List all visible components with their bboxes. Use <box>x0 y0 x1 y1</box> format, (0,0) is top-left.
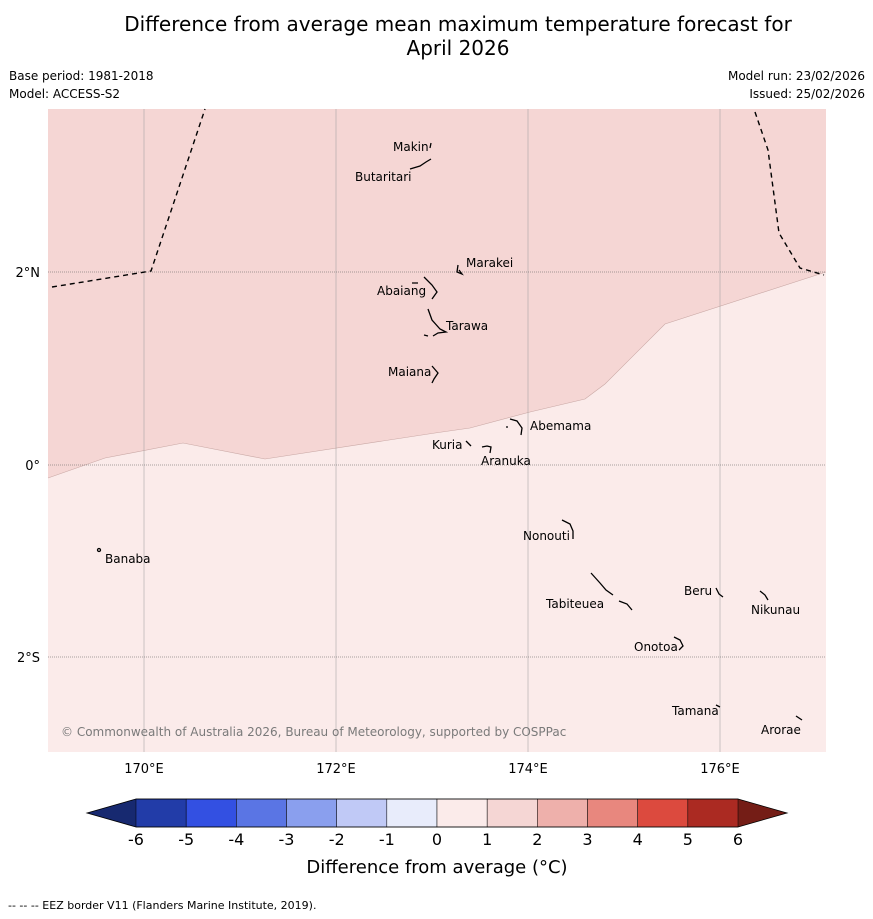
eez-border-east <box>754 111 825 276</box>
colorbar-tick-label: -5 <box>178 830 194 849</box>
lat-label-0: 0° <box>25 459 40 474</box>
place-label-nikunau: Nikunau <box>751 603 800 617</box>
island-makin-butaritari <box>409 142 432 170</box>
colorbar-segment <box>637 798 689 828</box>
chart-title: Difference from average mean maximum tem… <box>0 12 873 60</box>
colorbar-tick-label: 4 <box>633 830 643 849</box>
island-tabiteuea <box>590 572 633 611</box>
colorbar-tick-label: 6 <box>733 830 743 849</box>
lon-label-172e: 172°E <box>316 762 356 777</box>
island-abemama <box>506 418 523 436</box>
place-label-beru: Beru <box>684 584 712 598</box>
island-nikunau <box>759 590 769 601</box>
grid-lat <box>48 271 826 658</box>
colorbar-tick-label: -1 <box>379 830 395 849</box>
colorbar-tick-label: 1 <box>482 830 492 849</box>
zone-1-to-2 <box>48 109 826 478</box>
colorbar-segment <box>436 798 488 828</box>
colorbar-segment <box>587 798 638 828</box>
colorbar: -6 -5 -4 -3 -2 -1 0 1 2 3 4 5 6 Difference from aver… <box>85 798 789 878</box>
colorbar-segment <box>486 798 538 828</box>
island-tamana <box>715 704 721 708</box>
island-maiana <box>431 365 439 384</box>
colorbar-segment <box>537 798 588 828</box>
place-label-makin: Makin <box>393 140 429 154</box>
lon-label-170e: 170°E <box>124 762 164 777</box>
eez-border-west <box>51 108 206 288</box>
place-label-butaritari: Butaritari <box>355 170 412 184</box>
place-label-onotoa: Onotoa <box>634 640 678 654</box>
zone-boundary <box>47 271 827 479</box>
island-beru <box>715 587 724 598</box>
place-label-abemama: Abemama <box>530 419 591 433</box>
colorbar-tick-label: 2 <box>532 830 542 849</box>
title-line-1: Difference from average mean maximum tem… <box>124 12 792 36</box>
colorbar-segment <box>687 798 739 828</box>
colorbar-tick-label: -4 <box>228 830 244 849</box>
meta-right: Model run: 23/02/2026 Issued: 25/02/2026 <box>728 67 865 103</box>
copyright-notice: © Commonwealth of Australia 2026, Bureau… <box>61 725 566 739</box>
colorbar-tick-label: 0 <box>432 830 442 849</box>
place-labels: Makin Butaritari Marakei Abaiang Tarawa … <box>105 140 801 737</box>
colorbar-tick-label: -6 <box>128 830 144 849</box>
islands <box>96 142 803 721</box>
island-tarawa <box>423 308 449 337</box>
base-period: Base period: 1981-2018 <box>9 69 154 83</box>
place-label-maiana: Maiana <box>388 365 431 379</box>
island-onotoa <box>673 636 684 651</box>
eez-borders <box>51 108 825 288</box>
colorbar-segment <box>185 798 237 828</box>
lat-label-2n: 2°N <box>16 266 41 281</box>
colorbar-tick-label: -3 <box>279 830 295 849</box>
place-label-aranuka: Aranuka <box>481 454 531 468</box>
grid-lon <box>143 109 721 752</box>
colorbar-segment <box>236 798 287 828</box>
place-label-kuria: Kuria <box>432 438 463 452</box>
title-line-2: April 2026 <box>406 36 510 60</box>
place-label-tamana: Tamana <box>671 704 719 718</box>
eez-legend: -- -- -- EEZ border V11 (Flanders Marine… <box>8 899 317 912</box>
lon-label-176e: 176°E <box>700 762 740 777</box>
colorbar-ticks: -6 -5 -4 -3 -2 -1 0 1 2 3 4 5 6 <box>128 830 743 849</box>
colorbar-tick-label: 5 <box>683 830 693 849</box>
colorbar-label: Difference from average (°C) <box>306 857 567 878</box>
place-label-marakei: Marakei <box>466 256 513 270</box>
colorbar-tick-label: 3 <box>582 830 592 849</box>
meta-left: Base period: 1981-2018 Model: ACCESS-S2 <box>9 67 154 103</box>
lon-label-174e: 174°E <box>508 762 548 777</box>
colorbar-outline <box>85 798 789 828</box>
colorbar-segment <box>386 798 438 828</box>
colorbar-segment <box>336 798 388 828</box>
issued-date: Issued: 25/02/2026 <box>749 87 865 101</box>
island-marakei <box>456 264 464 276</box>
island-arorae <box>795 715 803 721</box>
model-name: Model: ACCESS-S2 <box>9 87 121 101</box>
lat-label-2s: 2°S <box>17 651 40 666</box>
place-label-nonouti: Nonouti <box>523 529 570 543</box>
colorbar-segment <box>286 798 337 828</box>
place-label-arorae: Arorae <box>761 723 801 737</box>
place-label-tabiteuea: Tabiteuea <box>545 597 604 611</box>
lon-labels: 170°E 172°E 174°E 176°E <box>124 762 740 777</box>
model-run: Model run: 23/02/2026 <box>727 69 865 83</box>
lat-labels: 2°N 0° 2°S <box>16 266 41 666</box>
colorbar-tick-label: -2 <box>329 830 345 849</box>
colorbar-segment <box>135 798 187 828</box>
island-aranuka <box>481 445 492 454</box>
island-kuria <box>465 440 472 447</box>
island-banaba <box>96 547 102 553</box>
island-abaiang <box>412 276 438 300</box>
colorbar-over-arrow <box>738 799 787 827</box>
colorbar-under-arrow <box>87 799 136 827</box>
island-nonouti <box>561 519 574 539</box>
place-label-banaba: Banaba <box>105 552 151 566</box>
colorbar-segments <box>135 798 739 828</box>
place-label-abaiang: Abaiang <box>377 284 426 298</box>
place-label-tarawa: Tarawa <box>445 319 488 333</box>
